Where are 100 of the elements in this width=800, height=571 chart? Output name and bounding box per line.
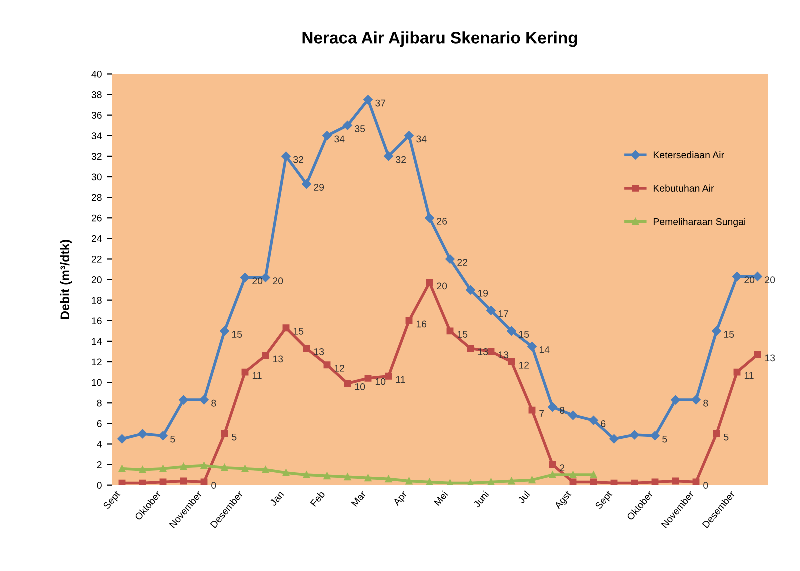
point: [610, 434, 619, 444]
point: [262, 352, 270, 360]
chart-title: Neraca Air Ajibaru Skenario Kering: [302, 32, 578, 48]
data-label: 2: [560, 464, 565, 472]
y-tick-label: 28: [92, 194, 102, 202]
point: [158, 431, 168, 441]
y-tick-label: 30: [92, 174, 102, 181]
data-label: 5: [724, 434, 729, 441]
y-tick-label: 22: [92, 256, 102, 263]
data-label: 22: [458, 259, 468, 266]
y-tick-label: 26: [92, 214, 102, 222]
point: [425, 214, 434, 223]
point: [712, 326, 722, 336]
y-tick-label: 20: [92, 276, 102, 284]
data-label: 5: [232, 434, 237, 441]
point: [242, 465, 249, 472]
y-tick-label: 24: [92, 235, 102, 242]
data-label: 37: [376, 100, 386, 107]
x-tick-label: Mar: [351, 490, 367, 508]
point: [732, 272, 742, 282]
data-label: 20: [765, 276, 776, 284]
point: [713, 430, 720, 438]
y-axis-title: Debit (m³/dtk): [60, 240, 72, 320]
data-label: 20: [273, 278, 284, 285]
y-tick-label: 32: [92, 153, 102, 160]
point: [570, 472, 577, 479]
point: [324, 362, 331, 369]
point: [160, 465, 167, 472]
point: [467, 345, 474, 352]
point: [589, 416, 598, 426]
data-label: 12: [519, 362, 530, 369]
point: [385, 476, 392, 483]
data-label: 13: [498, 352, 509, 359]
point: [548, 402, 558, 412]
data-label: 5: [662, 436, 668, 443]
data-label: 13: [765, 354, 776, 362]
point: [282, 324, 290, 332]
point: [364, 95, 373, 105]
point: [240, 273, 250, 282]
point: [139, 466, 146, 474]
point: [118, 434, 127, 444]
data-label: 15: [519, 331, 530, 338]
y-tick-label: 12: [92, 358, 102, 366]
point: [221, 464, 228, 472]
data-label: 15: [294, 328, 304, 335]
point: [322, 131, 332, 141]
x-tick-label: Feb: [310, 490, 326, 508]
point: [630, 430, 640, 440]
point: [692, 395, 701, 405]
y-tick-label: 8: [97, 400, 102, 407]
point: [282, 470, 290, 476]
x-tick-label: Jul: [517, 490, 530, 504]
point: [549, 461, 556, 468]
y-tick-label: 18: [92, 297, 102, 304]
data-label: 20: [252, 278, 263, 285]
point: [180, 463, 188, 470]
point: [262, 466, 270, 474]
point: [406, 317, 413, 324]
point: [179, 395, 188, 405]
point: [650, 431, 660, 441]
legend-label: Pemeliharaan Sungai: [654, 218, 746, 228]
y-tick-label: 36: [92, 112, 102, 119]
point: [754, 351, 762, 358]
point: [406, 478, 413, 485]
data-label: 34: [334, 136, 345, 143]
data-label: 10: [376, 378, 386, 386]
point: [734, 368, 741, 376]
point: [118, 465, 126, 472]
y-tick-label: 10: [92, 379, 102, 386]
data-label: 11: [396, 376, 406, 384]
point: [549, 472, 556, 479]
x-tick-label: Jan: [270, 490, 284, 507]
y-tick-label: 40: [92, 70, 102, 78]
point: [672, 478, 680, 485]
point: [364, 474, 372, 482]
point: [508, 358, 516, 366]
data-label: 12: [334, 364, 345, 372]
y-tick-label: 4: [97, 441, 102, 448]
data-label: 10: [355, 383, 366, 390]
data-label: 20: [744, 276, 755, 284]
data-label: 15: [724, 331, 734, 338]
x-tick-label: Mei: [434, 490, 448, 506]
data-label: 0: [704, 482, 708, 490]
data-label: 20: [437, 282, 448, 290]
point: [180, 478, 188, 485]
data-label: 17: [498, 310, 509, 318]
point: [590, 472, 598, 479]
point: [488, 478, 495, 486]
data-label: 11: [252, 372, 262, 379]
data-label: 13: [314, 348, 324, 356]
point: [242, 368, 249, 376]
data-label: 16: [416, 320, 427, 328]
y-tick-label: 34: [92, 132, 102, 140]
point: [303, 345, 310, 352]
data-label: 32: [396, 156, 406, 164]
point: [466, 285, 476, 295]
data-label: 19: [478, 290, 488, 297]
point: [364, 374, 372, 382]
x-tick-label: Apr: [392, 490, 410, 508]
point: [404, 131, 414, 141]
